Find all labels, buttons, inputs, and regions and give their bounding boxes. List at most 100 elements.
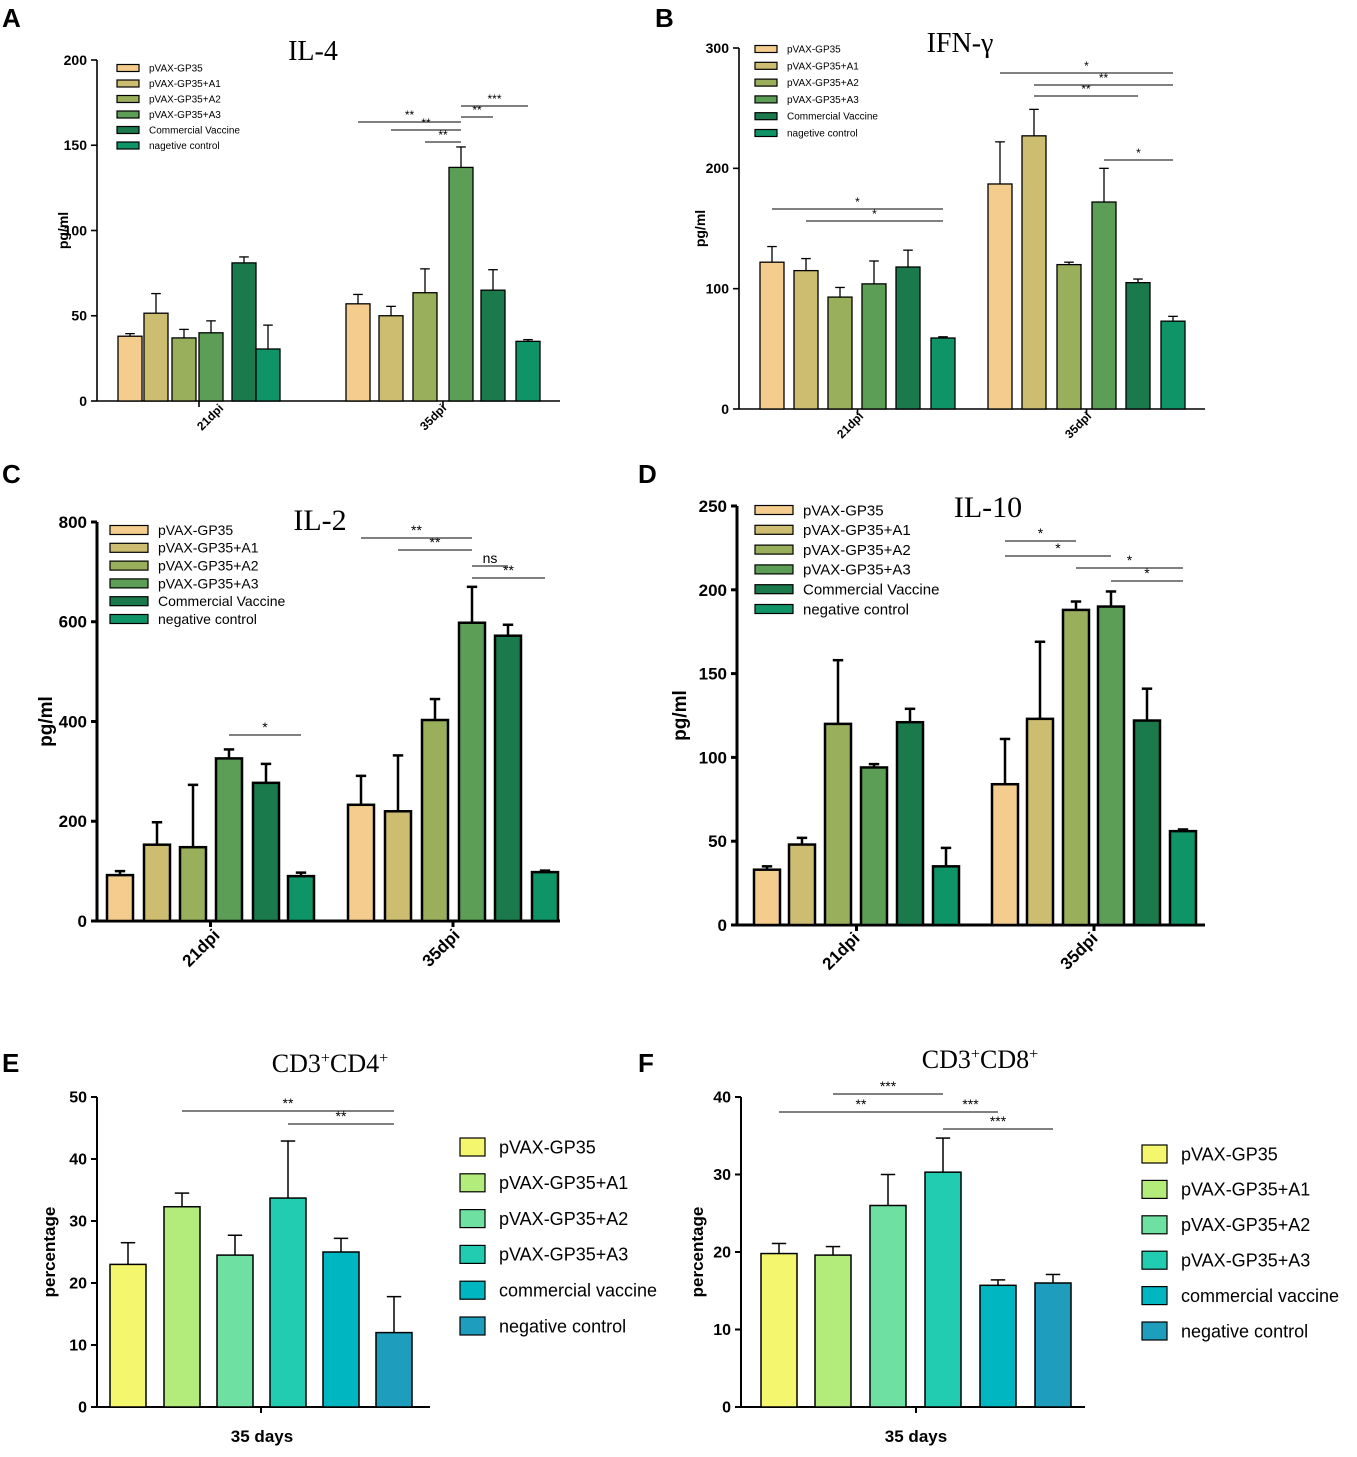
y-tick-label: 30 bbox=[69, 1214, 87, 1231]
legend-swatch bbox=[1141, 1179, 1168, 1200]
significance-label: * bbox=[1136, 146, 1141, 160]
bar bbox=[1168, 829, 1198, 927]
legend-label: pVAX-GP35+A2 bbox=[499, 1209, 628, 1229]
y-tick-label: 150 bbox=[699, 665, 727, 684]
bar bbox=[251, 781, 281, 923]
bar bbox=[457, 621, 487, 923]
chart-title: CD3+CD8+ bbox=[922, 1045, 1038, 1074]
x-category-label: 21dpi bbox=[834, 409, 866, 441]
significance-label: *** bbox=[962, 1096, 979, 1112]
legend-swatch bbox=[459, 1280, 486, 1300]
bar bbox=[198, 332, 224, 402]
panel-letter: F bbox=[638, 1048, 654, 1078]
y-tick-label: 40 bbox=[713, 1090, 731, 1107]
legend-swatch bbox=[1141, 1144, 1168, 1164]
bar bbox=[231, 262, 257, 402]
legend-label: pVAX-GP35+A1 bbox=[149, 79, 221, 90]
legend-swatch bbox=[754, 78, 778, 87]
significance-label: * bbox=[262, 719, 268, 735]
legend-swatch bbox=[116, 125, 140, 135]
significance-label: *** bbox=[990, 1113, 1007, 1129]
significance-label: ** bbox=[1081, 82, 1091, 96]
legend-swatch bbox=[754, 44, 778, 54]
y-axis-label: pg/ml bbox=[36, 696, 57, 747]
legend-label: pVAX-GP35 bbox=[787, 45, 841, 56]
bar bbox=[979, 1284, 1017, 1408]
legend-swatch bbox=[116, 63, 140, 73]
significance-label: * bbox=[1084, 59, 1089, 73]
y-tick-label: 100 bbox=[64, 222, 88, 238]
y-tick-label: 50 bbox=[708, 832, 727, 851]
y-tick-label: 0 bbox=[78, 912, 87, 931]
chart-title: IFN-γ bbox=[927, 28, 994, 59]
legend-label: commercial vaccine bbox=[499, 1281, 657, 1301]
significance-label: * bbox=[1038, 525, 1044, 541]
legend-swatch bbox=[109, 596, 149, 607]
legend-label: pVAX-GP35 bbox=[158, 522, 233, 538]
panel-letter: E bbox=[2, 1048, 19, 1078]
bar bbox=[1034, 1282, 1072, 1408]
bar bbox=[987, 183, 1013, 410]
y-tick-label: 0 bbox=[78, 1400, 87, 1417]
legend-label: nagetive control bbox=[787, 129, 858, 140]
bar bbox=[163, 1205, 201, 1408]
bar bbox=[214, 757, 244, 923]
legend-swatch bbox=[109, 613, 149, 625]
legend-swatch bbox=[754, 544, 794, 555]
significance-label: * bbox=[1055, 540, 1061, 556]
legend-swatch bbox=[459, 1208, 486, 1229]
legend-swatch bbox=[459, 1316, 486, 1336]
legend-swatch bbox=[109, 578, 149, 589]
chart-title: IL-10 bbox=[954, 491, 1022, 524]
significance-label: ns bbox=[483, 550, 498, 566]
legend-label: negative control bbox=[803, 601, 909, 618]
y-axis-label: percentage bbox=[40, 1207, 59, 1298]
chart-title-part: + bbox=[1029, 1046, 1038, 1063]
y-tick-label: 0 bbox=[721, 401, 729, 417]
legend-swatch bbox=[459, 1137, 486, 1157]
significance-label: ** bbox=[503, 562, 514, 578]
bar bbox=[752, 868, 782, 927]
bar bbox=[793, 269, 819, 410]
legend-swatch bbox=[754, 504, 794, 516]
y-tick-label: 0 bbox=[718, 916, 727, 935]
chart-title-part: CD3 bbox=[922, 1045, 971, 1074]
legend-label: pVAX-GP35+A2 bbox=[1181, 1215, 1310, 1235]
bar bbox=[1096, 605, 1126, 927]
bar bbox=[1160, 320, 1186, 410]
legend-swatch bbox=[1141, 1285, 1168, 1306]
y-tick-label: 50 bbox=[69, 1090, 87, 1107]
bar bbox=[515, 340, 541, 402]
bar bbox=[827, 296, 853, 410]
significance-label: * bbox=[872, 207, 877, 221]
legend-label: nagetive control bbox=[149, 141, 220, 152]
bar bbox=[345, 303, 371, 402]
bar bbox=[823, 722, 853, 927]
legend-swatch bbox=[109, 524, 149, 536]
legend-label: negative control bbox=[1181, 1321, 1308, 1341]
y-tick-label: 200 bbox=[64, 52, 88, 68]
bar bbox=[931, 865, 961, 927]
y-tick-label: 100 bbox=[699, 748, 727, 767]
y-tick-label: 400 bbox=[59, 712, 87, 731]
legend-label: pVAX-GP35+A3 bbox=[803, 562, 911, 579]
y-tick-label: 0 bbox=[722, 1400, 731, 1417]
legend-label: pVAX-GP35+A1 bbox=[787, 61, 859, 72]
panel-letter: A bbox=[2, 3, 21, 33]
panel-letter: B bbox=[655, 3, 674, 33]
significance-label: ** bbox=[421, 116, 431, 130]
y-tick-label: 250 bbox=[699, 497, 727, 516]
bar bbox=[1091, 201, 1117, 410]
bar bbox=[1021, 135, 1047, 410]
significance-label: * bbox=[1144, 565, 1150, 581]
legend-label: negative control bbox=[158, 611, 257, 627]
bar bbox=[142, 843, 172, 923]
bar bbox=[895, 266, 921, 410]
y-tick-label: 20 bbox=[713, 1245, 731, 1262]
legend-label: pVAX-GP35+A1 bbox=[1181, 1180, 1310, 1200]
legend-swatch bbox=[116, 94, 140, 104]
bar bbox=[412, 292, 438, 402]
